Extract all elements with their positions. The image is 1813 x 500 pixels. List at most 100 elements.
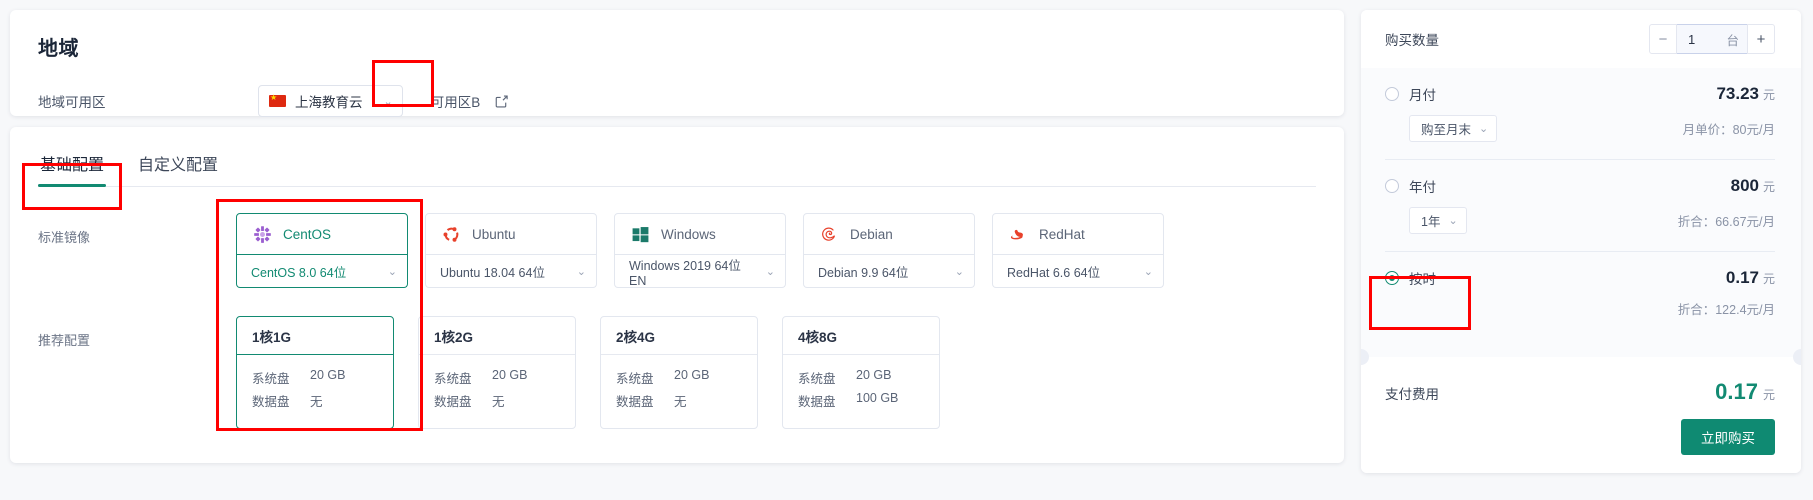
chevron-down-icon: ⌄ — [576, 265, 586, 278]
pay-option-bottom: 折合：122.4元/月 — [1385, 299, 1775, 333]
spec-body: 系统盘 20 GB 数据盘 无 — [419, 355, 575, 428]
spec-section-label: 推荐配置 — [38, 333, 91, 348]
os-version-value: RedHat 6.6 64位 — [1007, 265, 1101, 280]
os-card-header[interactable]: RedHat — [992, 213, 1164, 255]
spec-card-row: 1核1G 系统盘 20 GB 数据盘 无 1核2G 系统盘 20 GB 数据盘 无 — [236, 316, 940, 429]
region-card: 地域 地域可用区 上海教育云 ⌄ 可用区B — [10, 10, 1344, 117]
pay-option-price-unit: 元 — [1762, 180, 1775, 194]
spec-section: 推荐配置 1核1G 系统盘 20 GB 数据盘 无 1核2G 系统盘 20 GB — [38, 316, 1316, 429]
os-card-header[interactable]: Ubuntu — [425, 213, 597, 255]
hourly-unit-price-note: 折合：122.4元/月 — [1677, 303, 1775, 317]
zone-label[interactable]: 可用区B — [430, 95, 481, 110]
yearly-duration-select[interactable]: 1年 ⌄ — [1409, 207, 1467, 234]
os-version-select[interactable]: Ubuntu 18.04 64位 ⌄ — [425, 255, 597, 288]
os-card-header[interactable]: Debian — [803, 213, 975, 255]
purchase-panel: 购买数量 − 1 台 + 月付 — [1361, 10, 1801, 473]
pay-option-radio-wrap[interactable]: 按时 — [1385, 268, 1436, 288]
chevron-down-icon: ⌄ — [387, 265, 397, 278]
os-version-select[interactable]: Windows 2019 64位 EN ⌄ — [614, 255, 786, 288]
pay-option-name: 年付 — [1409, 180, 1436, 195]
os-card-centos[interactable]: CentOS CentOS 8.0 64位 ⌄ — [236, 213, 408, 288]
region-field-label: 地域可用区 — [38, 95, 106, 110]
yearly-unit-price-note: 折合：66.67元/月 — [1677, 215, 1775, 229]
pay-option-price: 800 元 — [1731, 176, 1775, 196]
os-version-select[interactable]: CentOS 8.0 64位 ⌄ — [236, 255, 408, 288]
radio-icon[interactable] — [1385, 179, 1399, 193]
spec-title: 2核4G — [601, 317, 757, 355]
spec-sysdisk-value: 20 GB — [674, 368, 710, 382]
os-card-row: CentOS CentOS 8.0 64位 ⌄ — [236, 213, 1164, 288]
spec-datadisk-label: 数据盘 — [798, 395, 836, 409]
quantity-unit: 台 — [1726, 33, 1739, 48]
pay-option-hourly[interactable]: 按时 0.17 元 折合：122.4元/月 — [1385, 251, 1775, 335]
spec-datadisk-label: 数据盘 — [616, 395, 654, 409]
quantity-increase-button[interactable]: + — [1747, 24, 1775, 54]
spec-sysdisk-label: 系统盘 — [252, 372, 290, 386]
spec-body: 系统盘 20 GB 数据盘 无 — [237, 355, 393, 428]
spec-body: 系统盘 20 GB 数据盘 无 — [601, 355, 757, 428]
monthly-duration-select[interactable]: 购至月末 ⌄ — [1409, 115, 1498, 142]
os-card-header[interactable]: Windows — [614, 213, 786, 255]
quantity-label: 购买数量 — [1385, 33, 1439, 48]
spec-datadisk-value: 无 — [674, 395, 687, 409]
pay-area-spacer — [1385, 335, 1775, 357]
os-name: RedHat — [1039, 226, 1085, 242]
chevron-down-icon: ⌄ — [765, 265, 775, 278]
os-card-ubuntu[interactable]: Ubuntu Ubuntu 18.04 64位 ⌄ — [425, 213, 597, 288]
pay-option-top: 月付 73.23 元 — [1385, 84, 1775, 104]
pay-option-price: 0.17 元 — [1726, 268, 1775, 288]
spec-card-4c8g[interactable]: 4核8G 系统盘 20 GB 数据盘 100 GB — [782, 316, 940, 429]
spec-card-1c2g[interactable]: 1核2G 系统盘 20 GB 数据盘 无 — [418, 316, 576, 429]
os-version-value: Ubuntu 18.04 64位 — [440, 265, 545, 280]
tab-custom-config[interactable]: 自定义配置 — [138, 157, 219, 174]
yearly-duration-value: 1年 — [1421, 215, 1441, 229]
page-title: 地域 — [38, 38, 79, 60]
region-select[interactable]: 上海教育云 ⌄ — [258, 85, 403, 117]
os-card-windows[interactable]: Windows Windows 2019 64位 EN ⌄ — [614, 213, 786, 288]
pay-option-radio-wrap[interactable]: 年付 — [1385, 176, 1436, 196]
quantity-decrease-button[interactable]: − — [1649, 24, 1677, 54]
pay-option-monthly[interactable]: 月付 73.23 元 购至月末 ⌄ 月单价：80元/月 — [1385, 68, 1775, 159]
os-version-select[interactable]: RedHat 6.6 64位 ⌄ — [992, 255, 1164, 288]
buy-now-button[interactable]: 立即购买 — [1681, 419, 1775, 455]
pay-option-price-value: 0.17 — [1725, 268, 1759, 287]
os-version-value: Windows 2019 64位 EN — [629, 258, 741, 288]
edit-square-icon[interactable] — [494, 94, 509, 109]
spec-datadisk-value: 100 GB — [856, 391, 899, 405]
spec-body: 系统盘 20 GB 数据盘 100 GB — [783, 355, 939, 428]
quantity-stepper[interactable]: − 1 台 + — [1649, 24, 1775, 54]
total-price: 0.17 元 — [1715, 379, 1775, 405]
total-card: 支付费用 0.17 元 立即购买 — [1361, 357, 1801, 473]
centos-icon — [254, 225, 271, 243]
china-flag-icon — [269, 92, 286, 107]
os-version-select[interactable]: Debian 9.9 64位 ⌄ — [803, 255, 975, 288]
spec-card-2c4g[interactable]: 2核4G 系统盘 20 GB 数据盘 无 — [600, 316, 758, 429]
spec-sysdisk-label: 系统盘 — [798, 372, 836, 386]
pay-option-bottom: 购至月末 ⌄ 月单价：80元/月 — [1385, 115, 1775, 157]
redhat-icon — [1010, 229, 1023, 239]
left-column: 地域 地域可用区 上海教育云 ⌄ 可用区B 基础 — [0, 0, 1356, 500]
spec-datadisk-label: 数据盘 — [252, 395, 290, 409]
os-card-debian[interactable]: Debian Debian 9.9 64位 ⌄ — [803, 213, 975, 288]
chevron-down-icon: ⌄ — [383, 95, 393, 108]
os-card-redhat[interactable]: RedHat RedHat 6.6 64位 ⌄ — [992, 213, 1164, 288]
pay-option-radio-wrap[interactable]: 月付 — [1385, 84, 1436, 104]
chevron-down-icon: ⌄ — [1479, 123, 1489, 135]
notch-left-icon — [1361, 349, 1369, 365]
pay-option-yearly[interactable]: 年付 800 元 1年 ⌄ 折合：66.67元/月 — [1385, 159, 1775, 251]
ubuntu-icon — [443, 226, 459, 242]
tab-basic-config[interactable]: 基础配置 — [38, 145, 107, 187]
os-card-header[interactable]: CentOS — [236, 213, 408, 255]
spec-title: 1核1G — [237, 317, 393, 355]
pay-option-name: 按时 — [1409, 272, 1436, 287]
monthly-duration-value: 购至月末 — [1421, 123, 1472, 137]
buy-row: 立即购买 — [1385, 419, 1775, 455]
total-row: 支付费用 0.17 元 — [1385, 379, 1775, 405]
quantity-input[interactable]: 1 台 — [1677, 24, 1747, 54]
right-column: 购买数量 − 1 台 + 月付 — [1356, 0, 1813, 500]
radio-icon[interactable] — [1385, 271, 1399, 285]
radio-icon[interactable] — [1385, 87, 1399, 101]
payment-options: 月付 73.23 元 购至月末 ⌄ 月单价：80元/月 — [1361, 68, 1801, 357]
spec-card-1c1g[interactable]: 1核1G 系统盘 20 GB 数据盘 无 — [236, 316, 394, 429]
total-price-unit: 元 — [1762, 388, 1775, 402]
